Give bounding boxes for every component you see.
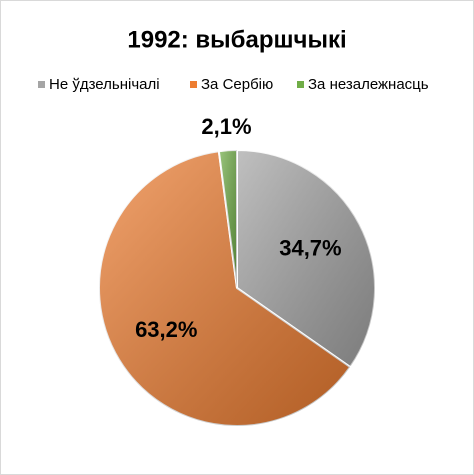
data-label: 2,1% bbox=[201, 114, 251, 139]
legend-swatch bbox=[190, 81, 197, 88]
data-label: 34,7% bbox=[279, 236, 341, 261]
legend: Не ўдзельнічалі За Сербію За незалежнасць bbox=[38, 76, 429, 93]
legend-swatch bbox=[38, 81, 45, 88]
legend-label: За Сербію bbox=[201, 76, 273, 93]
legend-label: За незалежнасць bbox=[308, 76, 429, 93]
legend-label: Не ўдзельнічалі bbox=[49, 76, 160, 93]
pie: 34,7% 63,2% 2,1% bbox=[98, 114, 376, 427]
slice-shade bbox=[218, 150, 237, 288]
slice-shade bbox=[98, 151, 351, 427]
slice-shade bbox=[237, 150, 376, 367]
chart-title: 1992: выбаршчыкі bbox=[127, 26, 346, 53]
data-label: 63,2% bbox=[135, 317, 197, 342]
legend-swatch bbox=[297, 81, 304, 88]
